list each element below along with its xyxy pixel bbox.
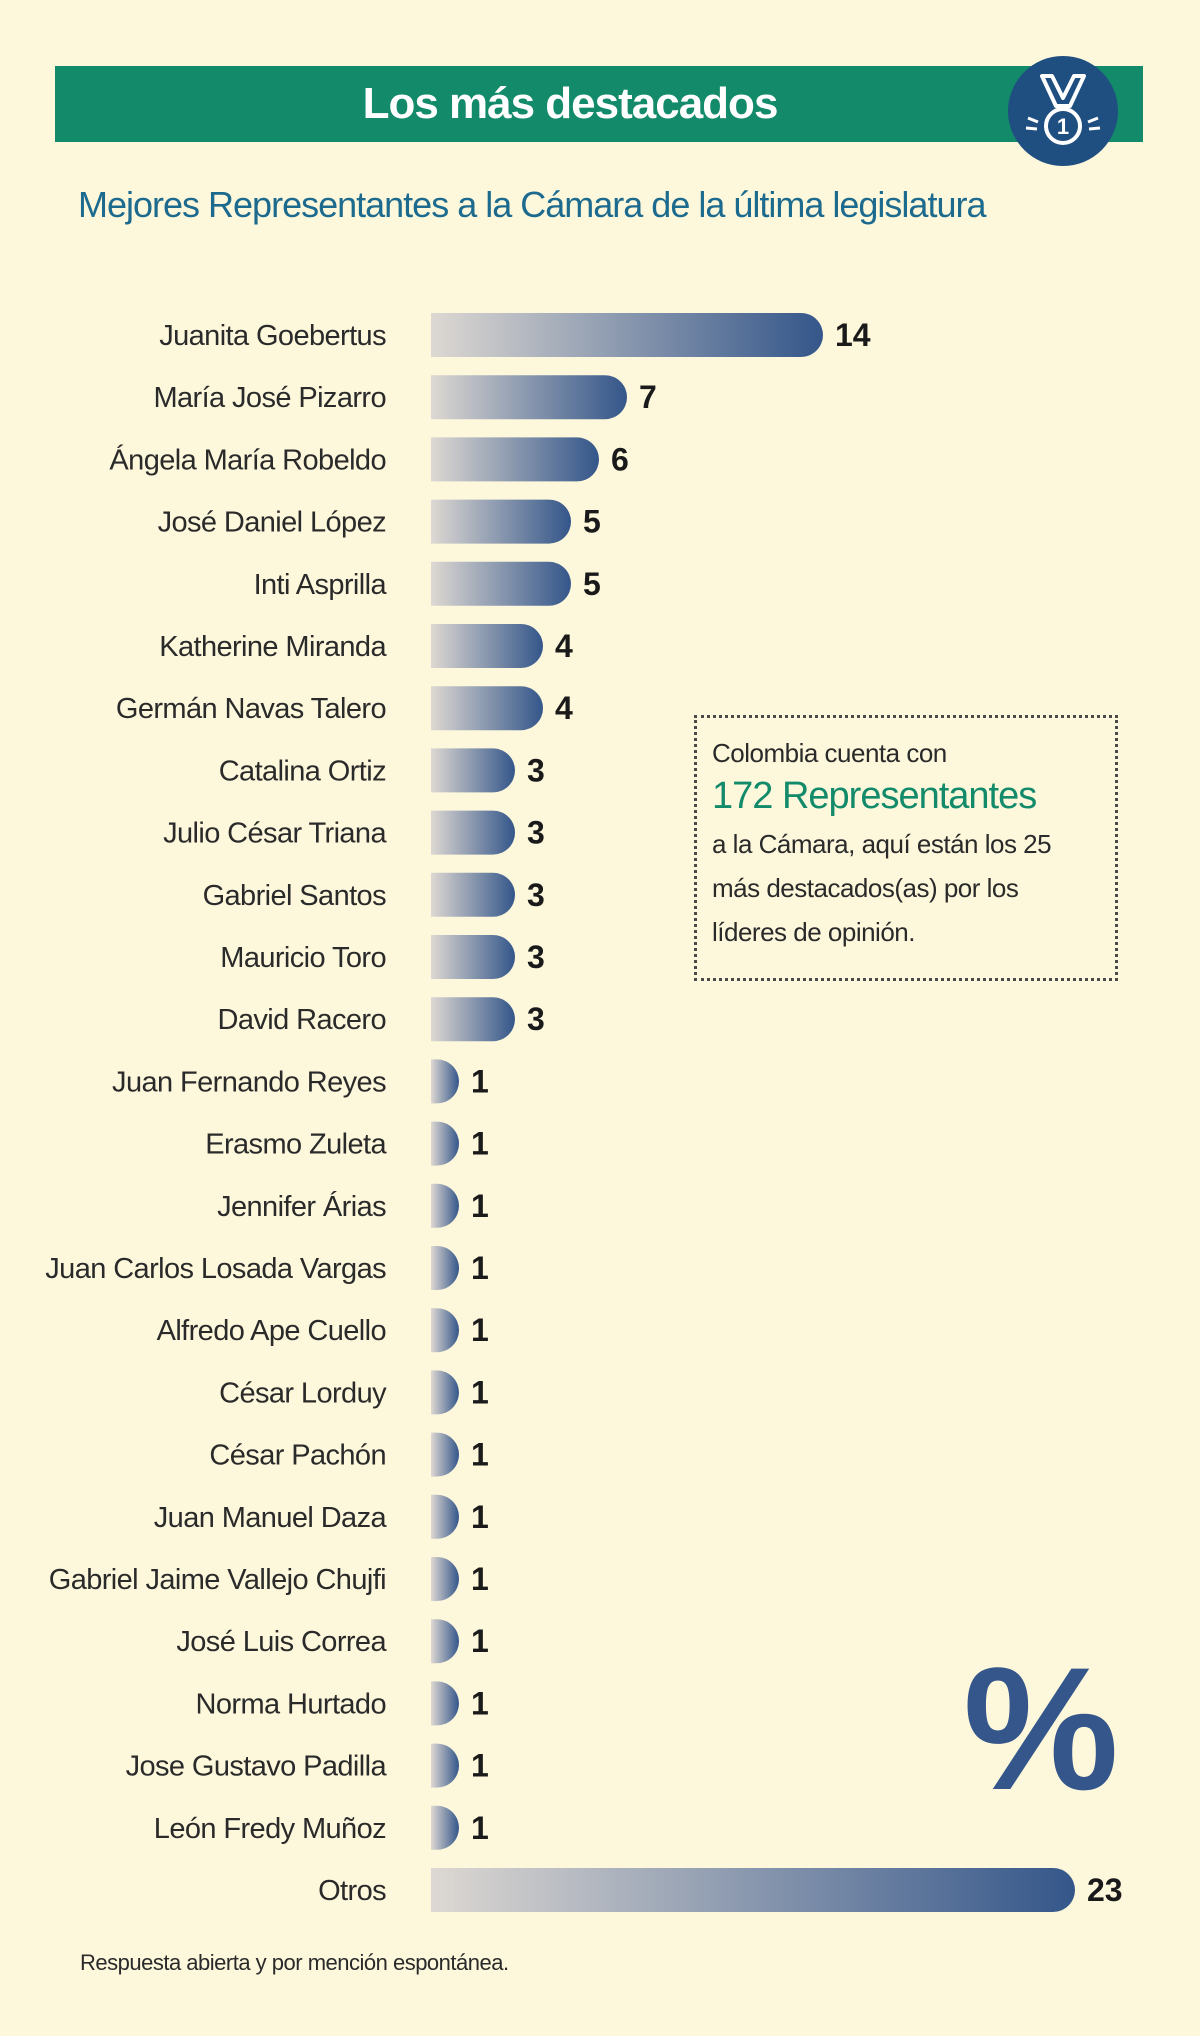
value-angela-maria-robeldo: 6 bbox=[611, 441, 629, 477]
chart-subtitle: Mejores Representantes a la Cámara de la… bbox=[78, 184, 986, 225]
label-julio-cesar-triana: Julio César Triana bbox=[163, 818, 387, 850]
info-intro: Colombia cuenta con bbox=[712, 738, 947, 768]
label-david-racero: David Racero bbox=[218, 1004, 387, 1036]
info-text: a la Cámara, aquí están los 25 más desta… bbox=[712, 829, 1052, 947]
label-catalina-ortiz: Catalina Ortiz bbox=[219, 755, 386, 787]
label-angela-maria-robeldo: Ángela María Robeldo bbox=[109, 443, 386, 476]
value-otros: 23 bbox=[1087, 1872, 1123, 1908]
value-gabriel-santos: 3 bbox=[527, 877, 545, 913]
value-juan-fernando-reyes: 1 bbox=[471, 1063, 489, 1099]
label-gabriel-santos: Gabriel Santos bbox=[203, 880, 387, 912]
bar-jennifer-arias bbox=[431, 1183, 459, 1228]
bar-german-navas-talero bbox=[431, 686, 543, 731]
label-erasmo-zuleta: Erasmo Zuleta bbox=[205, 1129, 387, 1161]
value-maria-jose-pizarro: 7 bbox=[639, 379, 657, 415]
value-jose-gustavo-padilla: 1 bbox=[471, 1748, 489, 1784]
page-title: Los más destacados bbox=[362, 79, 779, 128]
medal-icon: 1 bbox=[1008, 56, 1118, 166]
label-german-navas-talero: Germán Navas Talero bbox=[116, 693, 386, 725]
value-gabriel-jaime-vallejo-chujfi: 1 bbox=[471, 1561, 489, 1597]
label-jose-luis-correa: José Luis Correa bbox=[176, 1626, 387, 1658]
bar-otros bbox=[431, 1868, 1075, 1912]
bar-jose-daniel-lopez bbox=[431, 499, 571, 544]
value-david-racero: 3 bbox=[527, 1001, 545, 1037]
value-juan-manuel-daza: 1 bbox=[471, 1499, 489, 1535]
value-katherine-miranda: 4 bbox=[555, 628, 573, 664]
value-cesar-lorduy: 1 bbox=[471, 1374, 489, 1410]
bar-gabriel-santos bbox=[431, 872, 515, 917]
value-erasmo-zuleta: 1 bbox=[471, 1126, 489, 1162]
label-inti-asprilla: Inti Asprilla bbox=[254, 569, 388, 601]
label-katherine-miranda: Katherine Miranda bbox=[159, 631, 387, 663]
bar-jose-luis-correa bbox=[431, 1619, 459, 1664]
bar-alfredo-ape-cuello bbox=[431, 1308, 459, 1353]
value-juan-carlos-losada-vargas: 1 bbox=[471, 1250, 489, 1286]
label-gabriel-jaime-vallejo-chujfi: Gabriel Jaime Vallejo Chujfi bbox=[49, 1564, 386, 1596]
label-juan-carlos-losada-vargas: Juan Carlos Losada Vargas bbox=[45, 1253, 386, 1285]
label-cesar-pachon: César Pachón bbox=[209, 1440, 386, 1472]
label-cesar-lorduy: César Lorduy bbox=[219, 1377, 387, 1409]
bar-norma-hurtado bbox=[431, 1681, 459, 1726]
value-german-navas-talero: 4 bbox=[555, 690, 573, 726]
bar-katherine-miranda bbox=[431, 624, 543, 668]
value-inti-asprilla: 5 bbox=[583, 566, 601, 602]
label-juanita-goebertus: Juanita Goebertus bbox=[159, 320, 386, 352]
bar-inti-asprilla bbox=[431, 561, 571, 606]
bar-catalina-ortiz bbox=[431, 748, 515, 793]
footnote: Respuesta abierta y por mención espontán… bbox=[80, 1950, 509, 1975]
label-mauricio-toro: Mauricio Toro bbox=[220, 942, 386, 974]
label-jennifer-arias: Jennifer Árias bbox=[217, 1190, 386, 1223]
value-juanita-goebertus: 14 bbox=[835, 317, 871, 353]
bar-erasmo-zuleta bbox=[431, 1121, 459, 1166]
bar-jose-gustavo-padilla bbox=[431, 1743, 459, 1788]
value-jose-luis-correa: 1 bbox=[471, 1623, 489, 1659]
label-juan-fernando-reyes: Juan Fernando Reyes bbox=[112, 1066, 386, 1098]
header-band bbox=[55, 66, 1143, 142]
bar-david-racero bbox=[431, 997, 515, 1042]
bar-juanita-goebertus bbox=[431, 313, 823, 357]
label-alfredo-ape-cuello: Alfredo Ape Cuello bbox=[157, 1315, 386, 1347]
bar-angela-maria-robeldo bbox=[431, 437, 599, 482]
label-jose-gustavo-padilla: Jose Gustavo Padilla bbox=[126, 1751, 388, 1783]
bar-juan-fernando-reyes bbox=[431, 1059, 459, 1104]
label-maria-jose-pizarro: María José Pizarro bbox=[153, 382, 386, 414]
percent-symbol: % bbox=[963, 1632, 1119, 1827]
bar-juan-carlos-losada-vargas bbox=[431, 1246, 459, 1290]
bar-leon-fredy-munoz bbox=[431, 1805, 459, 1850]
value-julio-cesar-triana: 3 bbox=[527, 815, 545, 851]
label-jose-daniel-lopez: José Daniel López bbox=[158, 507, 386, 539]
bar-mauricio-toro bbox=[431, 935, 515, 979]
bar-cesar-lorduy bbox=[431, 1370, 459, 1415]
value-alfredo-ape-cuello: 1 bbox=[471, 1312, 489, 1348]
label-otros: Otros bbox=[318, 1875, 386, 1907]
value-jennifer-arias: 1 bbox=[471, 1188, 489, 1224]
value-catalina-ortiz: 3 bbox=[527, 752, 545, 788]
value-norma-hurtado: 1 bbox=[471, 1685, 489, 1721]
info-box: Colombia cuenta con 172 Representantes a… bbox=[694, 715, 1118, 981]
label-norma-hurtado: Norma Hurtado bbox=[196, 1688, 386, 1720]
bar-cesar-pachon bbox=[431, 1432, 459, 1477]
value-mauricio-toro: 3 bbox=[527, 939, 545, 975]
bar-gabriel-jaime-vallejo-chujfi bbox=[431, 1557, 459, 1601]
label-juan-manuel-daza: Juan Manuel Daza bbox=[154, 1502, 388, 1534]
medal-number: 1 bbox=[1057, 114, 1069, 139]
label-leon-fredy-munoz: León Fredy Muñoz bbox=[154, 1813, 386, 1845]
info-highlight: 172 Representantes bbox=[712, 775, 1037, 817]
value-cesar-pachon: 1 bbox=[471, 1437, 489, 1473]
value-leon-fredy-munoz: 1 bbox=[471, 1810, 489, 1846]
bar-julio-cesar-triana bbox=[431, 810, 515, 855]
value-jose-daniel-lopez: 5 bbox=[583, 504, 601, 540]
bar-juan-manuel-daza bbox=[431, 1494, 459, 1539]
bar-maria-jose-pizarro bbox=[431, 375, 627, 420]
